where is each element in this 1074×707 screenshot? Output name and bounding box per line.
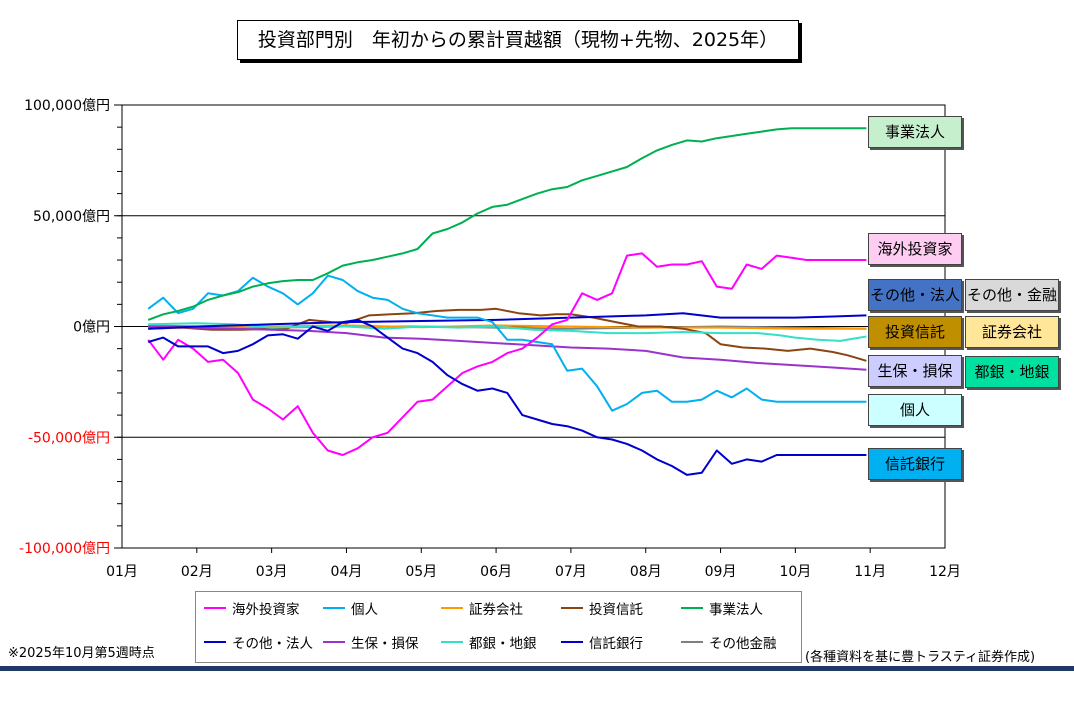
legend-label: その他金融	[709, 636, 777, 652]
x-tick-label: 11月	[854, 564, 886, 580]
series-end-tag: その他・金融	[965, 279, 1059, 311]
legend-label: 証券会社	[469, 602, 523, 618]
series-end-tag: 事業法人	[868, 116, 962, 148]
y-tick-label: 0億円	[73, 320, 110, 336]
legend-swatch	[441, 641, 463, 643]
x-tick-label: 06月	[480, 564, 512, 580]
legend-item: その他金融	[681, 632, 777, 652]
legend-swatch	[323, 641, 345, 643]
legend-swatch	[681, 607, 703, 609]
series-end-tag: 都銀・地銀	[965, 356, 1059, 388]
y-tick-label: -50,000億円	[28, 430, 110, 446]
x-tick-label: 03月	[256, 564, 288, 580]
x-tick-label: 10月	[779, 564, 811, 580]
series-line	[147, 127, 867, 321]
y-axis-ticks: 100,000億円 50,000億円 0億円 -50,000億円 -100,000億円	[19, 98, 110, 557]
legend-item: 個人	[323, 598, 378, 618]
series-line	[147, 252, 867, 456]
series-end-tag: その他・法人	[868, 279, 962, 311]
x-tick-label: 09月	[705, 564, 737, 580]
legend-item: 都銀・地銀	[441, 632, 537, 652]
legend-item: 事業法人	[681, 598, 763, 618]
x-tick-label: 12月	[929, 564, 961, 580]
series-line	[147, 274, 867, 412]
series-end-tag: 信託銀行	[868, 448, 962, 480]
y-tick-label: 100,000億円	[24, 98, 110, 114]
legend-label: 個人	[351, 602, 378, 618]
series-line	[148, 322, 867, 342]
legend-swatch	[204, 607, 226, 609]
legend-item: その他・法人	[204, 632, 313, 652]
series-end-tag: 証券会社	[965, 316, 1059, 348]
legend-swatch	[204, 641, 226, 643]
legend-swatch	[323, 607, 345, 609]
x-tick-label: 04月	[331, 564, 363, 580]
legend-label: 投資信託	[589, 602, 643, 618]
legend-label: 生保・損保	[351, 636, 419, 652]
legend-swatch	[681, 641, 703, 643]
series-end-tag: 生保・損保	[868, 355, 962, 387]
legend-item: 信託銀行	[561, 632, 643, 652]
legend-swatch	[561, 607, 583, 609]
legend-item: 投資信託	[561, 598, 643, 618]
series-end-tag: 個人	[868, 394, 962, 426]
series-line	[148, 312, 867, 330]
legend: 海外投資家 個人 証券会社 投資信託 事業法人その他・法人 生保・損保 都銀・地銀 信託銀行 そ…	[195, 591, 802, 663]
footnote: ※2025年10月第5週時点	[8, 646, 155, 661]
series-line	[148, 325, 867, 371]
bottom-rule	[0, 666, 1074, 671]
y-tick-label: 50,000億円	[33, 209, 110, 225]
legend-swatch	[561, 641, 583, 643]
legend-label: 事業法人	[709, 602, 763, 618]
x-tick-label: 08月	[630, 564, 662, 580]
legend-label: 信託銀行	[589, 636, 643, 652]
legend-swatch	[441, 607, 463, 609]
legend-label: その他・法人	[232, 636, 313, 652]
x-tick-label: 02月	[181, 564, 213, 580]
chart-plot: 100,000億円50,000億円0億円-50,000億円-100,000億円 …	[19, 98, 961, 580]
series-end-tag: 投資信託	[868, 316, 962, 348]
legend-item: 海外投資家	[204, 598, 300, 618]
chart-title: 投資部門別 年初からの累計買越額（現物+先物、2025年）	[237, 20, 799, 60]
legend-label: 海外投資家	[232, 602, 300, 618]
series-lines	[147, 127, 867, 476]
legend-item: 生保・損保	[323, 632, 419, 652]
x-tick-label: 07月	[555, 564, 587, 580]
series-end-tag: 海外投資家	[868, 233, 962, 265]
x-tick-label: 05月	[405, 564, 437, 580]
source-note: (各種資料を基に豊トラスティ証券作成)	[805, 650, 1036, 665]
x-tick-label: 01月	[106, 564, 138, 580]
legend-item: 証券会社	[441, 598, 523, 618]
x-axis-ticks: 01月 02月 03月 04月 05月 06月 07月 08月 09月 10月 11月 12月	[106, 564, 961, 580]
y-tick-label: -100,000億円	[19, 541, 110, 557]
series-line	[147, 318, 867, 476]
legend-label: 都銀・地銀	[469, 636, 537, 652]
